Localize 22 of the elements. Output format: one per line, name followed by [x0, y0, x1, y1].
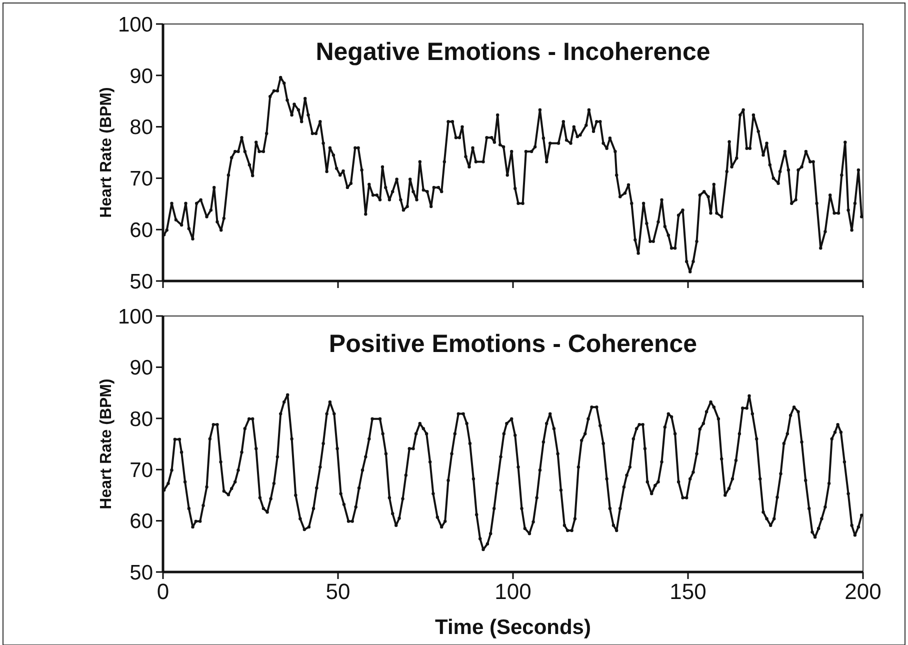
- y-tick-label: 100: [118, 305, 153, 328]
- x-tick-label: 50: [326, 579, 350, 604]
- x-tick-label: 0: [156, 579, 170, 604]
- y-tick-label: 100: [118, 13, 153, 36]
- y-tick-label: 80: [130, 116, 153, 140]
- y-axis-title: Heart Rate (BPM): [98, 378, 115, 510]
- x-tick-label: 200: [844, 579, 882, 604]
- y-tick-label: 50: [130, 561, 153, 584]
- x-tick-label: 150: [670, 579, 706, 604]
- text: Negative Emotions - Incoherence: [316, 38, 710, 66]
- x-axis-title: Time (Seconds): [435, 616, 591, 639]
- y-tick-label: 60: [130, 218, 153, 242]
- x-tick-label: 100: [494, 579, 532, 604]
- y-tick-label: 90: [130, 356, 153, 380]
- y-tick-label: 80: [130, 408, 153, 431]
- y-tick-label: 70: [130, 168, 153, 191]
- text: Positive Emotions - Coherence: [328, 330, 698, 358]
- y-tick-label: 50: [130, 270, 153, 294]
- y-tick-label: 60: [130, 510, 153, 534]
- y-tick-label: 90: [130, 64, 153, 88]
- y-axis-title: Heart Rate (BPM): [98, 87, 115, 218]
- y-tick-label: 70: [130, 458, 153, 482]
